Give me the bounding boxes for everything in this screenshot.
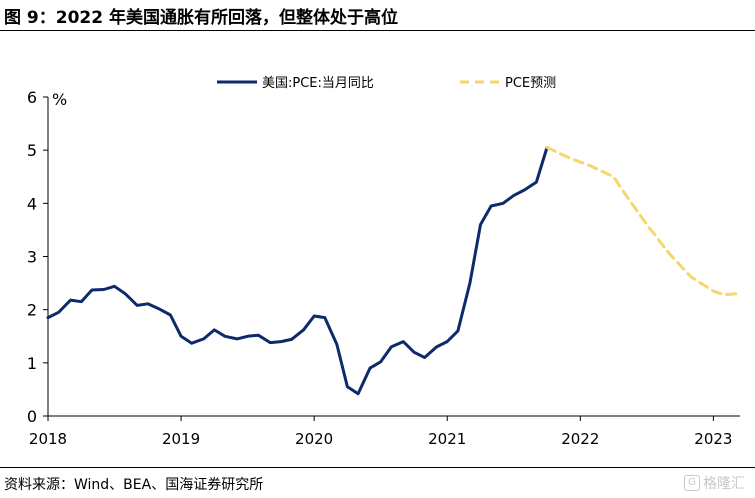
legend-label-2: PCE预测 xyxy=(505,76,556,91)
y-tick-label: 6 xyxy=(27,88,37,107)
figure-title: 图 9：2022 年美国通胀有所回落，但整体处于高位 xyxy=(4,8,398,28)
watermark-text: 格隆汇 xyxy=(703,476,745,492)
x-tick-label: 2022 xyxy=(561,430,599,448)
legend-label-1: 美国:PCE:当月同比 xyxy=(262,76,374,91)
y-tick-label: 5 xyxy=(27,141,37,160)
source-note: 资料来源：Wind、BEA、国海证券研究所 xyxy=(4,477,264,493)
series-line-2 xyxy=(545,146,738,297)
x-tick-label: 2021 xyxy=(428,430,466,448)
y-tick-label: 4 xyxy=(27,194,37,213)
x-tick-label: 2019 xyxy=(162,430,200,448)
watermark-logo-icon: G xyxy=(684,475,700,491)
bottom-rule xyxy=(0,467,755,468)
y-tick-label: 1 xyxy=(27,354,37,373)
top-rule xyxy=(0,30,755,31)
x-tick-label: 2018 xyxy=(29,430,67,448)
series-line-1 xyxy=(46,146,549,396)
y-tick-label: 0 xyxy=(27,407,37,426)
y-axis-unit: % xyxy=(52,90,67,109)
watermark: G 格隆汇 xyxy=(684,473,745,493)
y-tick-label: 2 xyxy=(27,301,37,320)
x-tick-label: 2020 xyxy=(295,430,333,448)
x-tick-label: 2023 xyxy=(694,430,732,448)
y-tick-label: 3 xyxy=(27,248,37,267)
